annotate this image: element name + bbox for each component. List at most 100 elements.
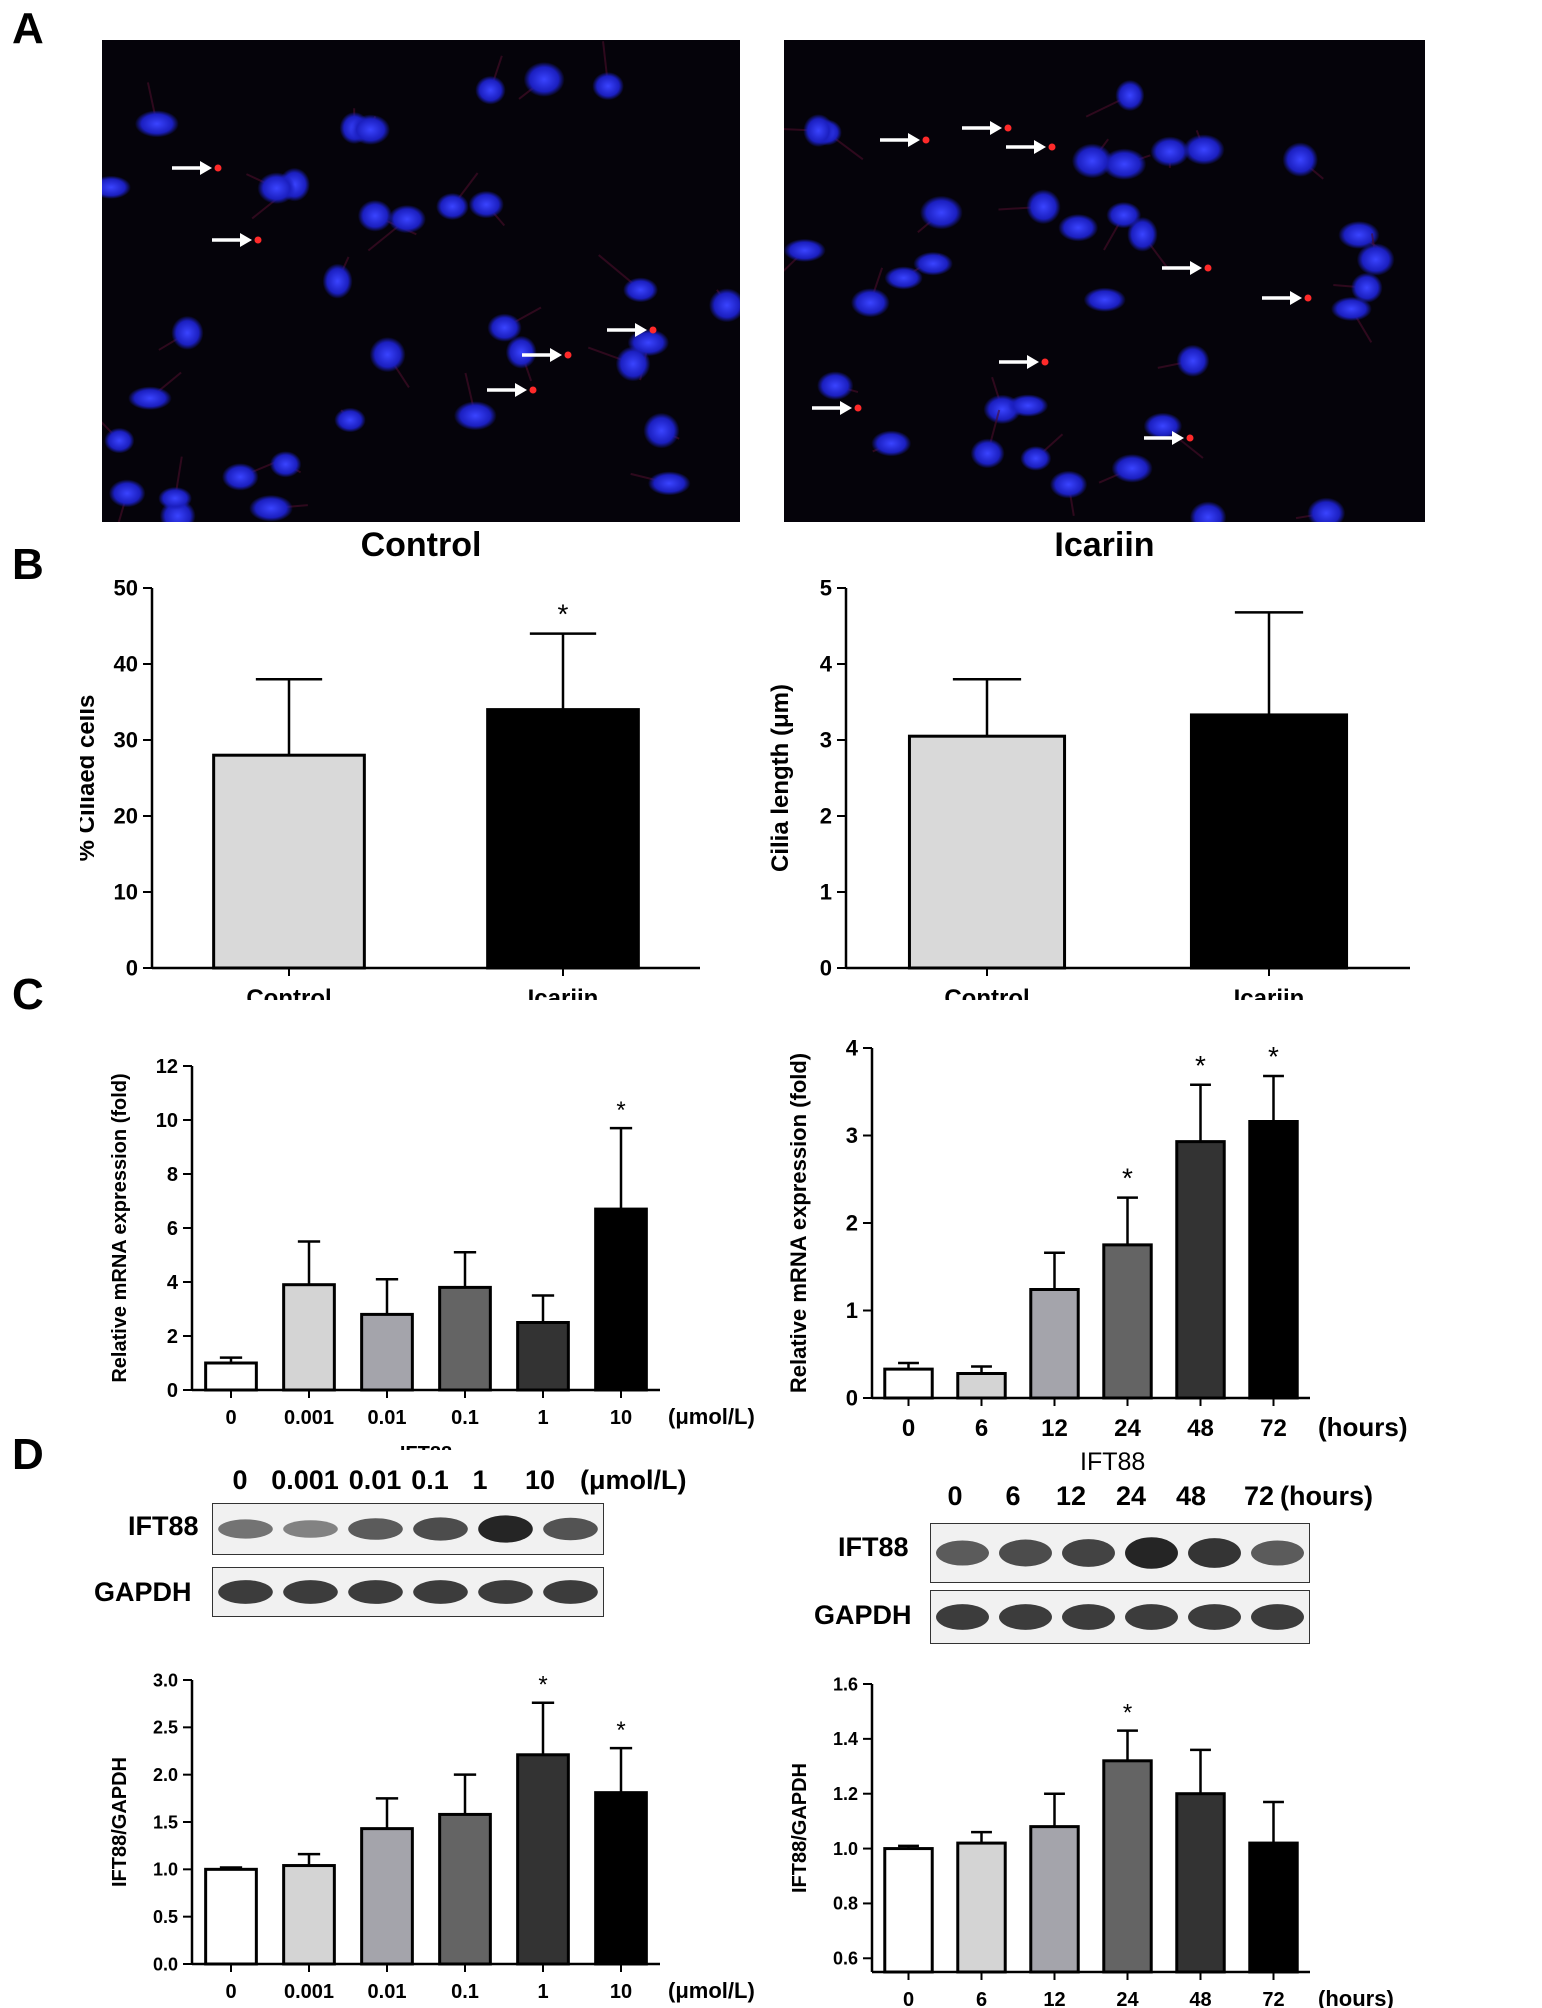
- blot-lane-label: 6: [1005, 1481, 1021, 1511]
- nucleus: [623, 277, 659, 303]
- y-tick-label: 30: [114, 728, 138, 753]
- nucleus: [108, 479, 146, 508]
- y-tick-label: 12: [156, 1056, 178, 1078]
- y-tick-label: 1.2: [833, 1784, 858, 1804]
- y-tick-label: 0.5: [153, 1907, 178, 1927]
- x-tick-label: 10: [610, 1407, 632, 1429]
- x-tick-label: 0: [225, 1407, 236, 1429]
- nucleus: [257, 172, 296, 205]
- arrow-head: [1172, 431, 1184, 445]
- bar: [1248, 1841, 1299, 1974]
- blot-title: IFT88: [1080, 1448, 1146, 1476]
- x-tick-label: 48: [1189, 1989, 1211, 2008]
- x-tick-label: 12: [1043, 1989, 1065, 2008]
- x-axis-label: IFT88: [400, 1443, 452, 1450]
- blot-band: [1062, 1604, 1115, 1630]
- x-tick-label: 0.001: [284, 1407, 334, 1429]
- nucleus: [134, 110, 179, 138]
- chart-cilia-length: 0 1 2 3 4 5 Cilia length (μm) Control Icariin: [770, 576, 1410, 1000]
- bar: [204, 1361, 258, 1392]
- nucleus: [1307, 497, 1346, 522]
- blot-band: [1251, 1540, 1304, 1566]
- blot-band: [999, 1539, 1052, 1567]
- y-tick-label: 0: [126, 956, 138, 981]
- blot-strip-ift88: [212, 1503, 604, 1555]
- nucleus: [643, 412, 680, 449]
- arrow-head: [840, 401, 852, 415]
- nucleus: [1351, 272, 1383, 303]
- y-tick-label: 3.0: [153, 1670, 178, 1690]
- bar: [1102, 1243, 1153, 1400]
- y-tick-label: 4: [167, 1272, 179, 1294]
- blot-band: [478, 1515, 533, 1543]
- y-axis-label: Cilia length (μm): [770, 684, 794, 872]
- nucleus: [1083, 287, 1126, 312]
- y-axis-label: Relative mRNA expression (fold): [109, 1073, 131, 1382]
- x-tick-label: 48: [1187, 1415, 1214, 1442]
- nucleus: [850, 288, 890, 318]
- x-tick-label: Control: [944, 985, 1029, 1000]
- bar: [956, 1841, 1007, 1974]
- bar: [907, 734, 1067, 970]
- y-tick-label: 4: [820, 652, 833, 677]
- cilium: [214, 164, 222, 172]
- nucleus: [871, 430, 912, 457]
- nucleus: [1115, 79, 1145, 112]
- nucleus: [970, 438, 1005, 469]
- micrograph-icariin: [784, 40, 1425, 522]
- blot-lane-labels: 0 0.001 0.01 0.1 1 10 (μmol/L): [210, 1465, 730, 1499]
- x-tick-label: Control: [246, 985, 331, 1000]
- bar: [1248, 1120, 1299, 1400]
- nucleus: [1330, 296, 1372, 322]
- blot-band: [1188, 1538, 1241, 1568]
- bar: [883, 1367, 934, 1400]
- cilium: [564, 351, 572, 359]
- arrow-head: [908, 133, 920, 147]
- panel-letter-a: A: [12, 4, 44, 53]
- significance-marker: *: [616, 1717, 625, 1744]
- arrow-head: [1190, 261, 1202, 275]
- x-tick-label: 1: [537, 1407, 548, 1429]
- micrograph-caption-icariin: Icariin: [1054, 526, 1155, 564]
- blot-band: [413, 1517, 468, 1541]
- bar: [1029, 1825, 1080, 1974]
- bar: [594, 1207, 648, 1392]
- blot-band: [413, 1580, 468, 1604]
- nucleus: [1338, 221, 1380, 249]
- x-tick-label: 0.1: [451, 1407, 479, 1429]
- blot-band: [1251, 1604, 1304, 1630]
- x-tick-label: Icariin: [1234, 985, 1305, 1000]
- y-tick-label: 20: [114, 804, 138, 829]
- nucleus: [322, 263, 353, 299]
- arrow-head: [635, 323, 647, 337]
- blot-row-label-gapdh: GAPDH: [94, 1577, 192, 1607]
- nucleus: [884, 266, 923, 290]
- nucleus: [171, 315, 204, 350]
- y-tick-label: 0.8: [833, 1894, 858, 1914]
- blot-band: [348, 1518, 403, 1540]
- arrow-head: [200, 161, 212, 175]
- blot-lane-label: 0.001: [271, 1465, 339, 1495]
- y-tick-label: 0: [820, 956, 832, 981]
- y-axis-label: Relative mRNA expression (fold): [786, 1053, 811, 1393]
- blot-band: [1125, 1604, 1178, 1630]
- nucleus: [1007, 394, 1049, 417]
- cilium: [649, 326, 657, 334]
- nucleus: [1071, 143, 1113, 179]
- blot-lane-label: 12: [1055, 1481, 1087, 1511]
- x-unit-label: (μmol/L): [668, 1978, 755, 2003]
- x-tick-label: 24: [1116, 1989, 1139, 2008]
- blot-band: [999, 1604, 1052, 1630]
- bar: [212, 753, 366, 970]
- y-tick-label: 0.0: [153, 1954, 178, 1974]
- y-axis-label: IFT88/GAPDH: [789, 1763, 811, 1893]
- x-tick-label: 0: [225, 1981, 236, 2003]
- x-tick-label: 0.01: [368, 1407, 407, 1429]
- bar: [438, 1812, 492, 1966]
- bar: [883, 1847, 934, 1974]
- y-tick-label: 5: [820, 576, 832, 601]
- y-tick-label: 1.0: [833, 1839, 858, 1859]
- bar: [486, 708, 640, 970]
- nucleus: [1127, 216, 1158, 252]
